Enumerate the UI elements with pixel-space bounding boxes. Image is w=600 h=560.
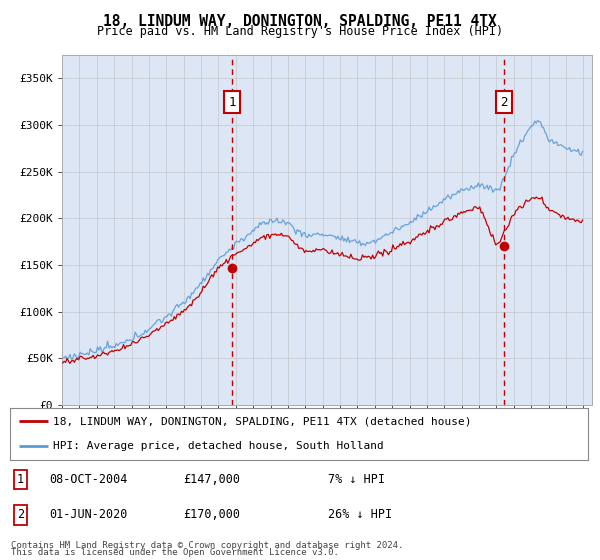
Text: £170,000: £170,000 [184,508,241,521]
Text: Contains HM Land Registry data © Crown copyright and database right 2024.: Contains HM Land Registry data © Crown c… [11,541,403,550]
Text: Price paid vs. HM Land Registry's House Price Index (HPI): Price paid vs. HM Land Registry's House … [97,25,503,38]
Text: 08-OCT-2004: 08-OCT-2004 [49,473,128,486]
Text: 18, LINDUM WAY, DONINGTON, SPALDING, PE11 4TX: 18, LINDUM WAY, DONINGTON, SPALDING, PE1… [103,14,497,29]
Text: HPI: Average price, detached house, South Holland: HPI: Average price, detached house, Sout… [53,441,384,451]
Text: 2: 2 [17,508,24,521]
Text: £147,000: £147,000 [184,473,241,486]
Text: 26% ↓ HPI: 26% ↓ HPI [328,508,392,521]
Text: This data is licensed under the Open Government Licence v3.0.: This data is licensed under the Open Gov… [11,548,338,557]
Text: 7% ↓ HPI: 7% ↓ HPI [328,473,385,486]
Text: 01-JUN-2020: 01-JUN-2020 [49,508,128,521]
Text: 1: 1 [229,96,236,109]
Text: 2: 2 [500,96,508,109]
Text: 18, LINDUM WAY, DONINGTON, SPALDING, PE11 4TX (detached house): 18, LINDUM WAY, DONINGTON, SPALDING, PE1… [53,416,472,426]
Text: 1: 1 [17,473,24,486]
